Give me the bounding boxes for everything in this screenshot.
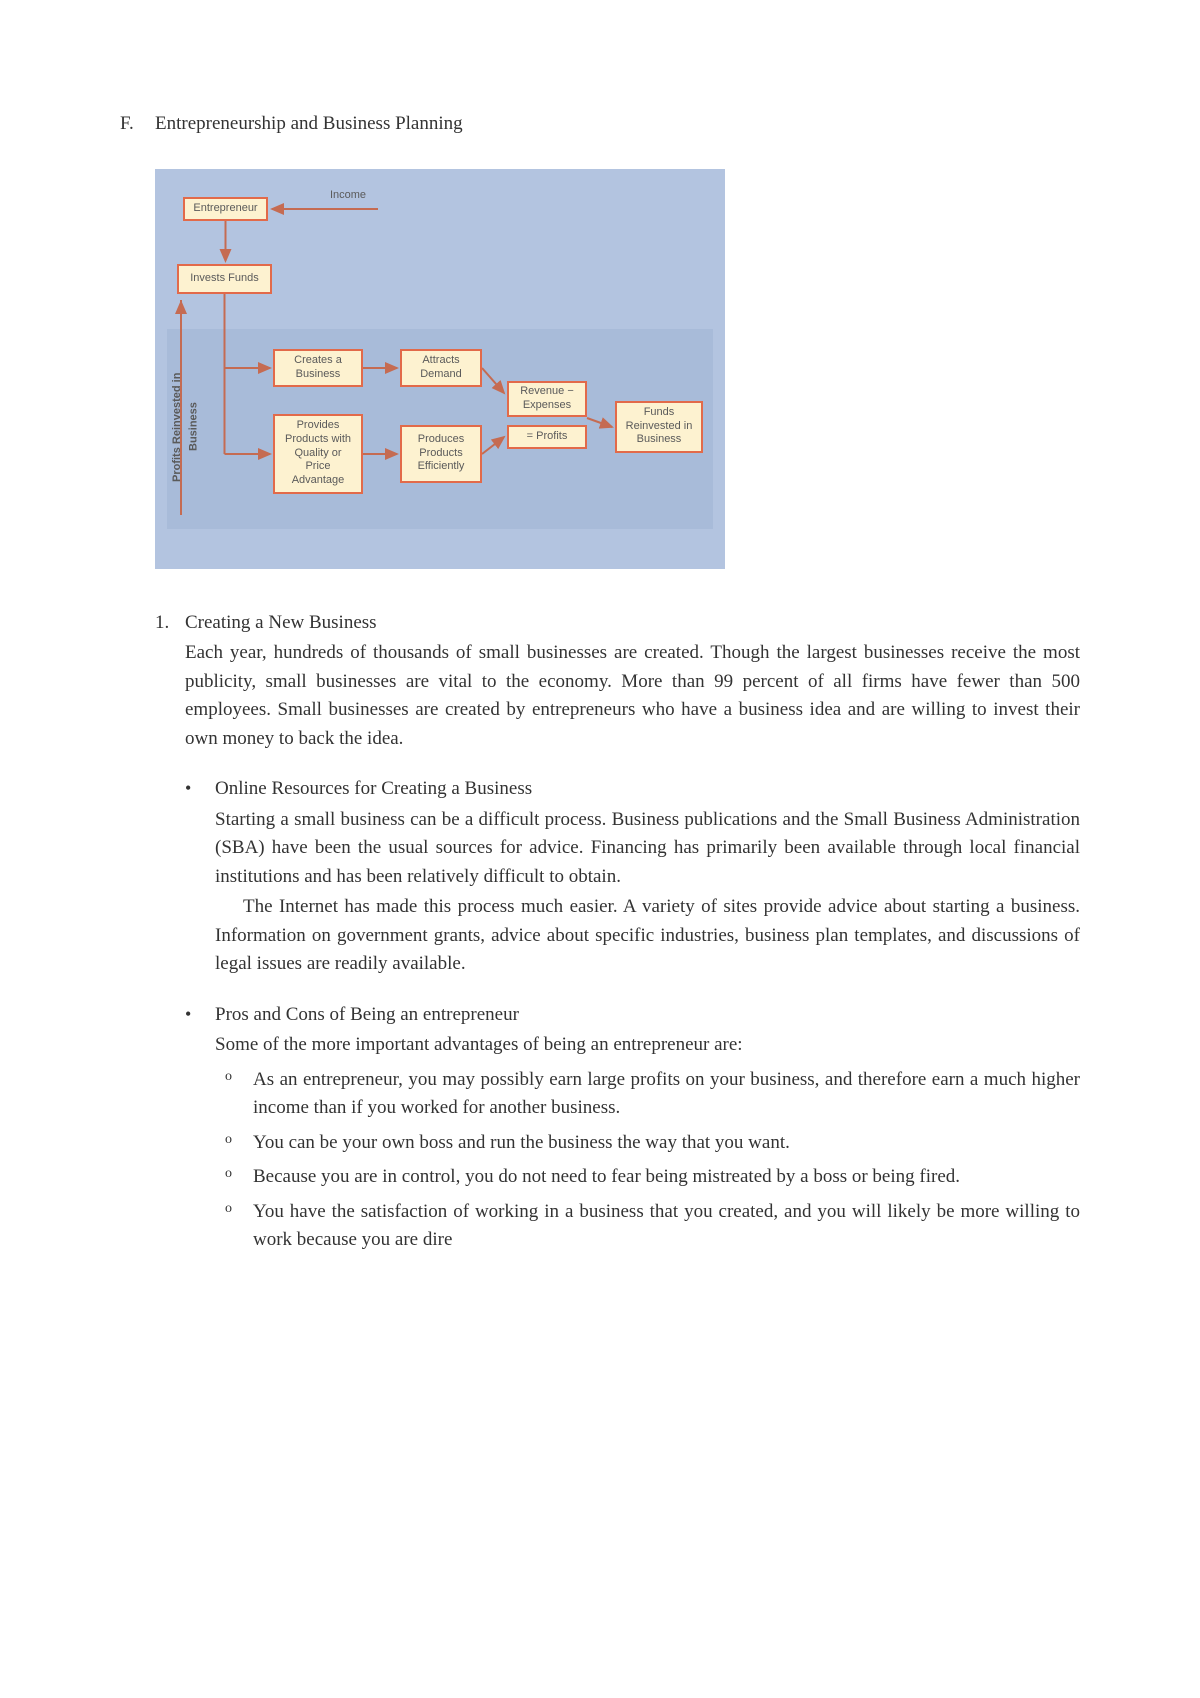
sub-bullet-item: oYou can be your own boss and run the bu… (215, 1129, 1080, 1158)
diagram-container: Income Profits Reinvested in Business Entr… (120, 169, 1080, 569)
item-number: 1. (155, 609, 185, 1255)
section-letter: F. (120, 110, 155, 139)
diagram-label-reinvested-vertical: Profits Reinvested in Business (169, 347, 202, 507)
section-heading: F. Entrepreneurship and Business Plannin… (120, 110, 1080, 139)
sub-bullet-glyph: o (225, 1066, 253, 1123)
flowchart-diagram: Income Profits Reinvested in Business Entr… (155, 169, 725, 569)
sub-bullet-item: oAs an entrepreneur, you may possibly ea… (215, 1066, 1080, 1123)
section-title: Entrepreneurship and Business Planning (155, 110, 463, 139)
bullet-title: Online Resources for Creating a Business (215, 775, 1080, 804)
sub-bullet-glyph: o (225, 1163, 253, 1192)
sub-bullet-text: As an entrepreneur, you may possibly ear… (253, 1066, 1080, 1123)
sub-bullet-text: Because you are in control, you do not n… (253, 1163, 1080, 1192)
sub-bullet-item: oYou have the satisfaction of working in… (215, 1198, 1080, 1255)
bullet-item-pros-cons: • Pros and Cons of Being an entrepreneur… (185, 1001, 1080, 1255)
bullet-item-online-resources: • Online Resources for Creating a Busine… (185, 775, 1080, 979)
bullet-lead: Some of the more important advantages of… (215, 1031, 1080, 1060)
bullet-text-1: Starting a small business can be a diffi… (215, 806, 1080, 892)
diagram-node-profits: = Profits (507, 425, 587, 449)
diagram-node-revexp: Revenue − Expenses (507, 381, 587, 417)
diagram-node-produces: Produces Products Efficiently (400, 425, 482, 483)
diagram-node-creates: Creates a Business (273, 349, 363, 387)
content-area: 1. Creating a New Business Each year, hu… (120, 609, 1080, 1255)
bullet-glyph: • (185, 1001, 215, 1255)
numbered-item-1: 1. Creating a New Business Each year, hu… (155, 609, 1080, 1255)
sub-bullet-text: You can be your own boss and run the bus… (253, 1129, 1080, 1158)
diagram-node-reinvested: Funds Reinvested in Business (615, 401, 703, 453)
bullet-glyph: • (185, 775, 215, 979)
bullet-title: Pros and Cons of Being an entrepreneur (215, 1001, 1080, 1030)
diagram-label-income: Income (308, 189, 388, 202)
sub-bullet-list: oAs an entrepreneur, you may possibly ea… (215, 1066, 1080, 1255)
diagram-node-invests: Invests Funds (177, 264, 272, 294)
sub-bullet-glyph: o (225, 1198, 253, 1255)
sub-bullet-item: oBecause you are in control, you do not … (215, 1163, 1080, 1192)
diagram-node-provides: Provides Products with Quality or Price … (273, 414, 363, 494)
sub-bullet-glyph: o (225, 1129, 253, 1158)
sub-bullet-text: You have the satisfaction of working in … (253, 1198, 1080, 1255)
item-title: Creating a New Business (185, 609, 1080, 638)
diagram-node-entrepreneur: Entrepreneur (183, 197, 268, 221)
diagram-node-attracts: Attracts Demand (400, 349, 482, 387)
item-text: Each year, hundreds of thousands of smal… (185, 639, 1080, 753)
bullet-text-2: The Internet has made this process much … (215, 893, 1080, 979)
